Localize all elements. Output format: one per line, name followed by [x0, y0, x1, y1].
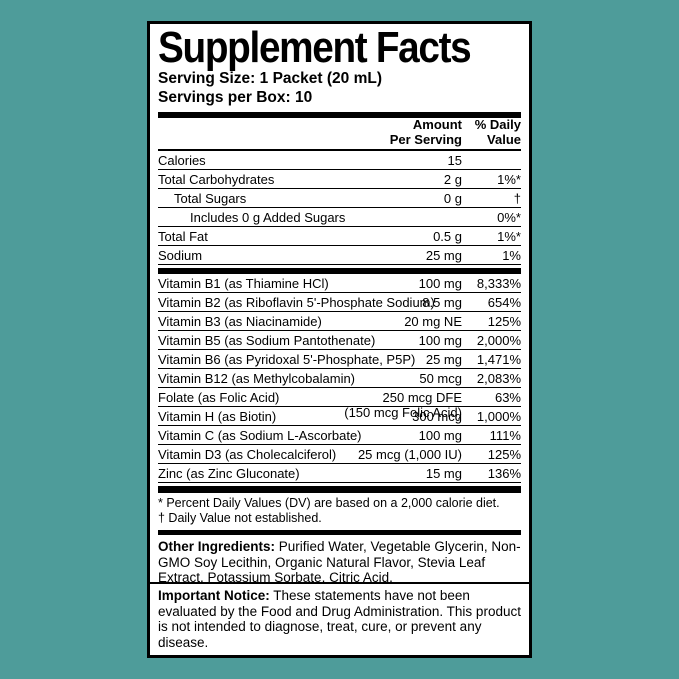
nutrient-name: Vitamin C (as Sodium L-Ascorbate) [158, 428, 362, 443]
table-row: Vitamin D3 (as Cholecalciferol) 25 mcg (… [158, 445, 521, 464]
vitamin-rows: Vitamin B1 (as Thiamine HCl) 100 mg 8,33… [158, 274, 521, 483]
nutrient-name: Vitamin B12 (as Methylcobalamin) [158, 371, 356, 386]
nutrient-name: Vitamin B2 (as Riboflavin 5'-Phosphate S… [158, 295, 435, 310]
footnote-dagger: † Daily Value not established. [158, 511, 322, 525]
thick-divider-bottom [158, 486, 521, 493]
nutrient-amount: 300 mcg [412, 409, 462, 424]
nutrient-amount: 0 g [443, 191, 462, 206]
thick-divider-top [158, 112, 521, 118]
nutrient-name: Sodium [158, 248, 203, 263]
table-row: Includes 0 g Added Sugars 0%* [158, 208, 521, 227]
nutrition-rows: Calories 15 Total Carbohydrates 2 g 1%* … [158, 151, 521, 265]
table-row: Total Fat 0.5 g 1%* [158, 227, 521, 246]
nutrient-name: Total Carbohydrates [158, 172, 275, 187]
table-row: Vitamin B2 (as Riboflavin 5'-Phosphate S… [158, 293, 521, 312]
table-row: Total Carbohydrates 2 g 1%* [158, 170, 521, 189]
nutrient-daily-value: 1%* [497, 229, 521, 244]
column-header-dv: % Daily Value [474, 117, 521, 147]
table-row: Total Sugars 0 g † [158, 189, 521, 208]
nutrient-daily-value: 8,333% [476, 276, 521, 291]
nutrient-name: Vitamin B1 (as Thiamine HCl) [158, 276, 329, 291]
nutrient-amount: 15 mg [425, 466, 462, 481]
nutrient-amount: 250 mcg DFE (150 mcg Folic Acid) [344, 390, 462, 420]
nutrient-amount: 100 mg [418, 428, 462, 443]
label-title: Supplement Facts [158, 23, 472, 72]
nutrient-amount: 25 mg [425, 352, 462, 367]
table-row: Vitamin H (as Biotin) 300 mcg 1,000% [158, 407, 521, 426]
nutrient-daily-value: 2,000% [476, 333, 521, 348]
nutrient-name: Vitamin B5 (as Sodium Pantothenate) [158, 333, 376, 348]
column-header-row: Amount Per Serving % Daily Value [158, 117, 521, 151]
table-row: Vitamin C (as Sodium L-Ascorbate) 100 mg… [158, 426, 521, 445]
nutrient-amount: 0.5 g [433, 229, 462, 244]
nutrient-daily-value: 1% [502, 248, 521, 263]
nutrient-name: Vitamin D3 (as Cholecalciferol) [158, 447, 337, 462]
serving-size: Serving Size: 1 Packet (20 mL) [158, 70, 382, 87]
nutrient-name: Zinc (as Zinc Gluconate) [158, 466, 300, 481]
nutrient-amount: 50 mcg [419, 371, 462, 386]
label-main-panel: Supplement Facts Serving Size: 1 Packet … [150, 23, 529, 585]
nutrient-name: Vitamin B3 (as Niacinamide) [158, 314, 322, 329]
table-row: Vitamin B12 (as Methylcobalamin) 50 mcg … [158, 369, 521, 388]
important-notice: Important Notice: These statements have … [150, 582, 529, 655]
nutrient-amount: 15 [447, 153, 462, 168]
footnote-asterisk: * Percent Daily Values (DV) are based on… [158, 496, 500, 510]
nutrient-daily-value: 1,000% [476, 409, 521, 424]
nutrient-daily-value: 111% [489, 428, 521, 443]
servings-per-box: Servings per Box: 10 [158, 88, 313, 106]
table-row: Sodium 25 mg 1% [158, 246, 521, 265]
divider-other-ingredients [158, 530, 521, 535]
other-ingredients-label: Other Ingredients: [158, 539, 276, 554]
nutrient-daily-value: 63% [494, 390, 521, 405]
important-notice-label: Important Notice: [158, 588, 270, 603]
supplement-facts-label: Supplement Facts Serving Size: 1 Packet … [147, 21, 532, 658]
nutrient-daily-value: 654% [487, 295, 521, 310]
nutrient-daily-value: 0%* [497, 210, 521, 225]
nutrient-amount: 8.5 mg [422, 295, 462, 310]
important-notice-text: These statements have not been evaluated… [158, 588, 521, 650]
nutrient-amount: 100 mg [418, 276, 462, 291]
column-header-amount: Amount Per Serving [389, 117, 462, 147]
nutrient-name: Calories [158, 153, 206, 168]
table-row: Vitamin B6 (as Pyridoxal 5'-Phosphate, P… [158, 350, 521, 369]
nutrient-name: Vitamin B6 (as Pyridoxal 5'-Phosphate, P… [158, 352, 416, 367]
nutrient-name: Folate (as Folic Acid) [158, 390, 280, 405]
table-row: Vitamin B5 (as Sodium Pantothenate) 100 … [158, 331, 521, 350]
table-row: Folate (as Folic Acid) 250 mcg DFE (150 … [158, 388, 521, 420]
nutrient-daily-value: 2,083% [476, 371, 521, 386]
thick-divider-middle [158, 268, 521, 274]
nutrient-name: Vitamin H (as Biotin) [158, 409, 277, 424]
table-row: Zinc (as Zinc Gluconate) 15 mg 136% [158, 464, 521, 483]
nutrient-name: Total Sugars [174, 191, 247, 206]
nutrient-amount: 20 mg NE [404, 314, 462, 329]
nutrient-daily-value: 125% [487, 447, 521, 462]
nutrient-amount: 25 mg [425, 248, 462, 263]
nutrient-daily-value: † [513, 191, 521, 206]
nutrient-amount: 100 mg [418, 333, 462, 348]
nutrient-daily-value: 1,471% [476, 352, 521, 367]
table-row: Vitamin B3 (as Niacinamide) 20 mg NE 125… [158, 312, 521, 331]
nutrient-amount: 2 g [443, 172, 462, 187]
table-row: Vitamin B1 (as Thiamine HCl) 100 mg 8,33… [158, 274, 521, 293]
nutrient-amount: 25 mcg (1,000 IU) [357, 447, 462, 462]
other-ingredients: Other Ingredients: Purified Water, Veget… [158, 535, 521, 590]
nutrient-daily-value: 1%* [497, 172, 521, 187]
other-ingredients-text: Purified Water, Vegetable Glycerin, Non-… [158, 539, 521, 585]
footnotes: * Percent Daily Values (DV) are based on… [158, 493, 521, 529]
table-row: Calories 15 [158, 151, 521, 170]
nutrient-daily-value: 136% [487, 466, 521, 481]
nutrient-daily-value: 125% [487, 314, 521, 329]
nutrient-name: Total Fat [158, 229, 208, 244]
nutrient-name: Includes 0 g Added Sugars [190, 210, 346, 225]
